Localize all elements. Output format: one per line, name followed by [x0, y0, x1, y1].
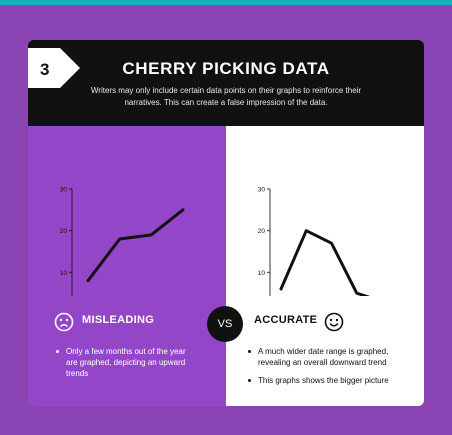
number-badge: 3: [28, 48, 80, 88]
page-subtitle: Writers may only include certain data po…: [90, 86, 362, 107]
accurate-label: ACCURATE: [254, 314, 318, 326]
data-point: [181, 208, 185, 212]
misleading-label: MISLEADING: [82, 314, 155, 326]
y-tick-label: 10: [60, 270, 68, 277]
data-point: [86, 279, 90, 282]
y-tick-label: 10: [258, 270, 266, 277]
y-tick-label: 20: [258, 228, 266, 235]
accurate-chart: 010203020192020202120222023: [258, 187, 371, 296]
misleading-bullet: Only a few months out of the year are gr…: [56, 346, 196, 379]
vs-badge: VS: [207, 306, 243, 342]
accurate-bullets: A much wider date range is graphed, reve…: [248, 346, 408, 393]
accurate-panel: 010203020192020202120222023 ACCURATE A m…: [226, 126, 424, 406]
sad-face-icon: [54, 312, 74, 332]
header: 3 CHERRY PICKING DATA Writers may only i…: [28, 40, 424, 126]
accurate-bullet: A much wider date range is graphed, reve…: [248, 346, 408, 368]
y-tick-label: 20: [60, 228, 68, 235]
data-point: [279, 287, 283, 291]
data-point: [330, 241, 333, 245]
misleading-chart: 0102030May '20June '20July '20Aug '20: [60, 187, 185, 296]
series-line: [279, 229, 371, 296]
smile-face-icon: [324, 312, 344, 332]
series-line: [86, 208, 185, 283]
accurate-bullet: This graphs shows the bigger picture: [248, 375, 408, 386]
y-tick-label: 30: [258, 187, 266, 194]
page-title: CHERRY PICKING DATA: [122, 59, 330, 78]
card: 3 CHERRY PICKING DATA Writers may only i…: [28, 40, 424, 406]
badge-number: 3: [40, 60, 49, 79]
data-point: [355, 291, 358, 295]
misleading-bullets: Only a few months out of the year are gr…: [56, 346, 196, 386]
y-tick-label: 30: [60, 187, 68, 194]
misleading-panel: 0102030May '20June '20July '20Aug '20 MI…: [28, 126, 226, 406]
data-point: [118, 237, 121, 241]
top-accent-bar: [0, 0, 452, 5]
data-point: [305, 229, 308, 232]
data-point: [150, 233, 153, 237]
